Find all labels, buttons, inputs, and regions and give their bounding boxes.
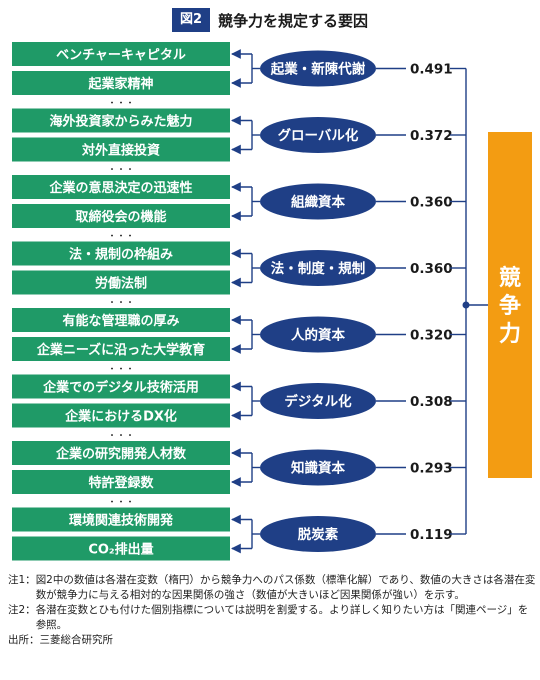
target-label-char: 力: [499, 322, 521, 347]
factor-ellipse: [260, 183, 376, 220]
indicator-ellipsis: ・・・: [107, 299, 134, 309]
note-2-text: 各潜在変数とひも付けた個別指標については説明を割愛する。より詳しく知りたい方は「…: [35, 604, 529, 631]
source-note: 出所： 三菱総合研究所: [8, 633, 536, 648]
indicator-label: 取締役会の機能: [75, 209, 166, 225]
indicator-box: [12, 204, 230, 228]
indicator-label: 海外投資家からみた魅力: [49, 114, 192, 130]
indicator-label: 労働法制: [95, 276, 147, 292]
indicator-box: [12, 175, 230, 199]
indicator-label: 企業ニーズに沿った大学教育: [36, 342, 205, 358]
path-coefficient: 0.372: [410, 128, 453, 144]
path-coefficient: 0.491: [410, 62, 453, 78]
factor-ellipse: [260, 50, 376, 87]
factor-ellipse: [260, 117, 376, 153]
factor-label: 起業・新陳代謝: [270, 61, 366, 78]
target-box: [488, 132, 532, 478]
indicator-box: [12, 270, 230, 295]
indicator-box: [12, 536, 230, 561]
indicator-box: [12, 42, 230, 66]
note-2: 注2： 各潜在変数とひも付けた個別指標については説明を割愛する。より詳しく知りた…: [8, 603, 536, 633]
indicator-label: 特許登録数: [88, 475, 154, 491]
indicator-box: [12, 374, 230, 399]
path-coefficient: 0.293: [410, 461, 453, 477]
source-label: 出所：: [8, 634, 40, 646]
indicator-label: CO₂排出量: [88, 542, 153, 558]
indicator-box: [12, 403, 230, 428]
note-1-text: 図2中の数値は各潜在変数（楕円）から競争力へのパス係数（標準化解）であり、数値の…: [35, 574, 536, 601]
path-coefficient: 0.320: [410, 328, 453, 344]
indicator-label: 有能な管理職の厚み: [62, 313, 179, 329]
figure-header: 図2 競争力を規定する要因: [0, 6, 540, 34]
indicator-box: [12, 71, 230, 95]
target-label-char: 競: [499, 265, 521, 291]
indicator-box: [12, 470, 230, 494]
factor-label: 法・制度・規制: [271, 260, 366, 277]
indicator-ellipsis: ・・・: [107, 99, 134, 109]
note-1-label: 注1：: [8, 574, 36, 586]
factor-label: グローバル化: [278, 127, 359, 144]
indicator-ellipsis: ・・・: [107, 232, 134, 242]
notes: 注1： 図2中の数値は各潜在変数（楕円）から競争力へのパス係数（標準化解）であり…: [8, 573, 536, 648]
indicator-box: [12, 308, 230, 332]
factor-label: 知識資本: [291, 460, 345, 477]
indicator-label: 起業家精神: [87, 76, 153, 92]
junction-dot: [462, 301, 470, 309]
indicator-label: ベンチャーキャピタル: [56, 48, 186, 63]
indicator-label: 対外直接投資: [81, 143, 160, 159]
indicator-box: [12, 137, 230, 162]
factor-label: 組織資本: [291, 194, 345, 211]
path-coefficient: 0.360: [410, 261, 453, 277]
note-1: 注1： 図2中の数値は各潜在変数（楕円）から競争力へのパス係数（標準化解）であり…: [8, 573, 536, 603]
path-coefficient: 0.308: [410, 394, 453, 410]
indicator-label: 企業におけるDX化: [64, 409, 177, 425]
factor-label: デジタル化: [284, 393, 352, 410]
indicator-box: [12, 241, 230, 266]
figure-badge: 図2: [171, 8, 211, 32]
indicator-box: [12, 441, 230, 465]
factor-label: 人的資本: [291, 327, 345, 344]
factor-label: 脱炭素: [298, 526, 339, 543]
factor-ellipse: [260, 516, 376, 552]
figure-title: 競争力を規定する要因: [218, 11, 369, 30]
factor-ellipse: [260, 316, 376, 353]
factor-ellipse: [260, 383, 376, 419]
indicator-label: 法・規制の枠組み: [69, 247, 173, 263]
indicator-box: [12, 337, 230, 361]
path-coefficient: 0.360: [410, 195, 453, 211]
indicator-label: 企業の意思決定の迅速性: [48, 180, 192, 196]
indicator-ellipsis: ・・・: [107, 166, 134, 176]
indicator-label: 環境関連技術開発: [69, 513, 174, 529]
indicator-box: [12, 108, 230, 133]
factor-ellipse: [260, 250, 376, 286]
path-coefficient: 0.119: [410, 527, 453, 543]
indicator-box: [12, 507, 230, 532]
indicator-ellipsis: ・・・: [107, 498, 134, 508]
indicator-label: 企業でのデジタル技術活用: [42, 380, 199, 396]
factor-ellipse: [260, 449, 376, 486]
target-label-char: 争: [499, 293, 521, 319]
source-text: 三菱総合研究所: [39, 634, 114, 646]
note-2-label: 注2：: [8, 604, 36, 616]
indicator-ellipsis: ・・・: [107, 432, 134, 442]
indicator-label: 企業の研究開発人材数: [55, 446, 187, 462]
indicator-ellipsis: ・・・: [107, 365, 134, 375]
